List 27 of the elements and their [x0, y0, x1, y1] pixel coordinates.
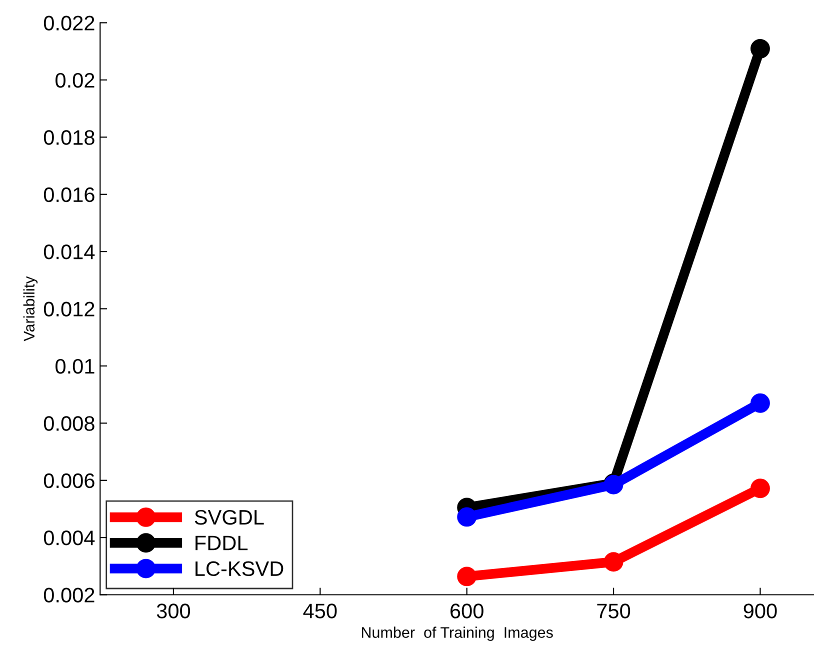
- y-tick-label: 0.022: [44, 16, 94, 31]
- legend-label: LC-KSVD: [196, 561, 284, 576]
- y-tick-label: 0.002: [44, 588, 94, 603]
- x-tick-label: 600: [450, 604, 484, 618]
- x-axis-title: Number of Training Images: [362, 626, 553, 641]
- point: [457, 507, 477, 527]
- y-tick-label: 0.004: [44, 530, 95, 546]
- point: [750, 478, 770, 498]
- x-tick-label: 450: [303, 604, 337, 618]
- legend-label: FDDL: [196, 536, 248, 550]
- legend-label: SVGDL: [194, 510, 264, 525]
- y-axis-title: Variability: [23, 276, 38, 342]
- point: [457, 566, 477, 586]
- y-tick-label: 0.008: [44, 416, 94, 431]
- y-tick-label: 0.018: [44, 130, 94, 145]
- point: [750, 393, 770, 413]
- y-tick-label: 0.014: [44, 244, 95, 260]
- y-tick-label: 0.02: [56, 72, 94, 88]
- x-tick-label: 900: [744, 604, 777, 618]
- y-tick-label: 0.006: [44, 473, 94, 488]
- y-tick-label: 0.01: [56, 358, 94, 374]
- y-tick-label: 0.012: [44, 302, 94, 317]
- x-tick-label: 300: [156, 604, 190, 618]
- x-tick-label: 750: [597, 604, 630, 618]
- point: [604, 552, 624, 572]
- y-tick-label: 0.016: [44, 187, 94, 202]
- point: [750, 39, 770, 58]
